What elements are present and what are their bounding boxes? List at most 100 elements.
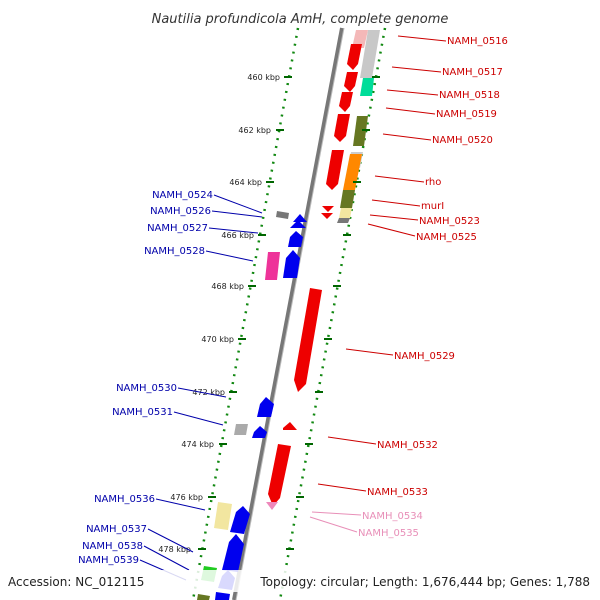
gene-label-rho[interactable]: rho: [425, 177, 441, 188]
gene-label-namh-0534[interactable]: NAMH_0534: [362, 511, 423, 522]
gene-arrow-namh-0529: [294, 288, 322, 392]
gene-arrow-namh-0528b: [283, 250, 300, 278]
gene-label-namh-0527[interactable]: NAMH_0527: [147, 223, 208, 234]
gene-arrow-namh-0517: [344, 72, 358, 92]
gene-label-namh-0533[interactable]: NAMH_0533: [367, 487, 428, 498]
leader-line: [147, 528, 194, 553]
gene-arrow-rho: [326, 150, 344, 190]
gene-label-namh-0539[interactable]: NAMH_0539: [78, 555, 139, 566]
gene-label-namh-0526[interactable]: NAMH_0526: [150, 206, 211, 217]
gene-label-namh-0525[interactable]: NAMH_0525: [416, 232, 477, 243]
leader-line: [397, 35, 447, 42]
tick-label: 470 kbp: [201, 335, 234, 344]
gene-arrow-namh-0526b: [290, 220, 306, 228]
gene-block-namh-0528: [265, 252, 280, 280]
leader-line: [374, 175, 425, 183]
gene-label-namh-0529[interactable]: NAMH_0529: [394, 351, 455, 362]
reverse-labels: NAMH_0524 NAMH_0526 NAMH_0527 NAMH_0528 …: [78, 190, 263, 581]
leader-line: [177, 387, 227, 398]
gene-label-namh-0536[interactable]: NAMH_0536: [94, 494, 155, 505]
footer-backdrop: [0, 570, 600, 592]
map-title: Nautilia profundicola AmH, complete geno…: [152, 12, 449, 27]
leader-line: [211, 210, 263, 218]
outer-dotted-rail: [278, 27, 387, 600]
gene-block: [197, 594, 210, 600]
gene-label-namh-0524[interactable]: NAMH_0524: [152, 190, 213, 201]
gene-arrow-namh-0520: [334, 114, 350, 142]
tick-label: 478 kbp: [158, 545, 191, 554]
leader-line: [155, 498, 206, 511]
tick-label: 460 kbp: [247, 73, 280, 82]
leader-line: [382, 133, 432, 141]
gene-label-namh-0520[interactable]: NAMH_0520: [432, 135, 493, 146]
leader-line: [213, 194, 263, 214]
gene-label-namh-0537[interactable]: NAMH_0537: [86, 524, 147, 535]
leader-line: [371, 199, 421, 207]
gene-arrow-namh-0527: [288, 231, 303, 247]
forward-labels: NAMH_0516 NAMH_0517 NAMH_0518 NAMH_0519 …: [309, 35, 508, 539]
tick-label: 462 kbp: [238, 126, 271, 135]
gene-arrow-namh-0536b: [230, 506, 250, 534]
tick-label: 468 kbp: [211, 282, 244, 291]
gene-block-muri: [340, 190, 355, 208]
leader-line: [143, 545, 190, 571]
gene-label-namh-0532[interactable]: NAMH_0532: [377, 440, 438, 451]
topology-summary: Topology: circular; Length: 1,676,444 bp…: [259, 575, 590, 589]
leader-line: [317, 483, 367, 492]
tick-label: 476 kbp: [170, 493, 203, 502]
gene-label-namh-0517[interactable]: NAMH_0517: [442, 67, 503, 78]
leader-line: [327, 436, 377, 445]
gene-block-namh-0518: [360, 78, 374, 96]
gene-arrow-namh-0537: [222, 534, 244, 572]
gene-label-namh-0523[interactable]: NAMH_0523: [419, 216, 480, 227]
gene-label-muri[interactable]: murI: [421, 201, 444, 212]
gene-label-namh-0538[interactable]: NAMH_0538: [82, 541, 143, 552]
genome-backbone: [232, 27, 344, 600]
gene-label-namh-0535[interactable]: NAMH_0535: [358, 528, 419, 539]
gene-arrow-namh-0516: [347, 44, 362, 70]
forward-genes: [266, 44, 374, 510]
gene-block: [215, 592, 230, 600]
leader-line: [385, 107, 436, 115]
gene-label-namh-0516[interactable]: NAMH_0516: [447, 36, 508, 47]
gene-arrow-namh-0519: [339, 92, 353, 112]
gene-label-namh-0530[interactable]: NAMH_0530: [116, 383, 177, 394]
leader-line: [205, 250, 254, 262]
leader-line: [391, 66, 442, 73]
leader-line: [208, 227, 259, 234]
leader-line: [345, 348, 394, 356]
tick-label: 474 kbp: [181, 440, 214, 449]
gene-label-namh-0528[interactable]: NAMH_0528: [144, 246, 205, 257]
genome-backbone-highlight: [235, 27, 345, 600]
accession-text: Accession: NC_012115: [8, 575, 144, 589]
gene-block-namh-0523: [339, 208, 352, 218]
leader-line: [173, 411, 224, 426]
inner-dotted-rail: [191, 27, 300, 600]
gene-block-namh-0525: [337, 218, 350, 223]
gene-block-namh-0524: [276, 211, 289, 219]
gene-block-namh-0520b: [353, 116, 368, 146]
outer-ticks: [286, 76, 380, 550]
leader-line: [311, 511, 362, 516]
tick-label: 466 kbp: [221, 231, 254, 240]
gene-arrow-namh-0532: [283, 422, 297, 430]
leader-line: [369, 214, 419, 221]
gene-block-rho-b: [343, 154, 362, 190]
leader-line: [309, 516, 358, 533]
gene-block-namh-0531: [234, 424, 248, 435]
tick-label: 464 kbp: [229, 178, 262, 187]
gene-label-namh-0518[interactable]: NAMH_0518: [439, 90, 500, 101]
gene-arrow-namh-0530: [257, 397, 274, 417]
leader-line: [367, 223, 416, 237]
tick-label: 472 kbp: [192, 388, 225, 397]
gene-arrow-small: [321, 213, 333, 219]
gene-arrow-namh-0533: [268, 444, 291, 506]
gene-arrow-small: [322, 206, 334, 212]
gene-arrow-namh-0534: [266, 502, 278, 510]
gene-label-namh-0519[interactable]: NAMH_0519: [436, 109, 497, 120]
gene-label-namh-0531[interactable]: NAMH_0531: [112, 407, 173, 418]
gene-block: [360, 30, 380, 78]
gene-block-namh-0536: [214, 502, 232, 530]
